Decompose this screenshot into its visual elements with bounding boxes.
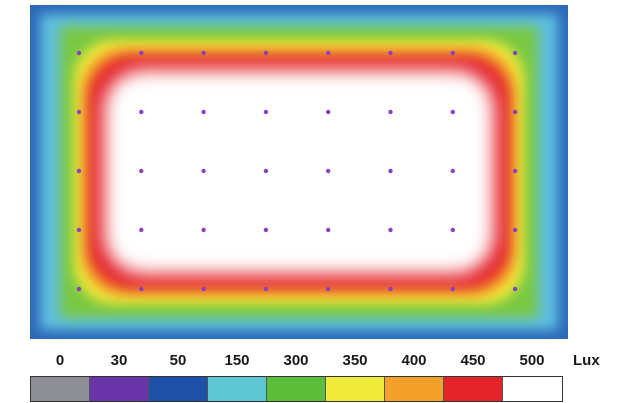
light-fixture-dot (512, 109, 518, 115)
light-fixture-dot (139, 50, 144, 56)
light-fixture-dot (76, 227, 82, 233)
light-fixture-dot (263, 286, 269, 292)
light-fixture-dot (388, 227, 393, 233)
legend-swatch (208, 377, 267, 401)
light-fixture-dot (388, 109, 393, 115)
legend-value: 150 (224, 352, 250, 369)
legend-bar (30, 376, 563, 402)
light-fixture-dot (326, 109, 331, 115)
light-fixture-dot (263, 168, 269, 174)
legend-swatch (326, 377, 385, 401)
light-fixture-dot (139, 109, 144, 115)
light-fixture-dot (388, 50, 393, 56)
light-fixture-dot (263, 109, 269, 115)
legend-value: 30 (110, 352, 128, 369)
legend-swatch (31, 377, 90, 401)
legend-value: 500 (519, 352, 545, 369)
legend-value: 350 (342, 352, 368, 369)
light-fixture-dot (512, 168, 518, 174)
legend-value: 400 (401, 352, 427, 369)
legend-value: 0 (55, 352, 65, 369)
legend-swatch (90, 377, 149, 401)
light-fixture-dot (326, 168, 331, 174)
legend-swatch (385, 377, 444, 401)
legend-swatch (149, 377, 208, 401)
light-fixture-dot (76, 168, 82, 174)
light-fixture-dot (388, 286, 393, 292)
light-fixture-dot (388, 168, 393, 174)
light-fixture-dot (139, 286, 144, 292)
light-fixture-dot (76, 286, 82, 292)
light-fixture-dot (450, 50, 455, 56)
legend-value: 300 (283, 352, 309, 369)
light-fixture-dot (326, 50, 331, 56)
light-fixture-dot (450, 168, 455, 174)
illuminance-map (30, 5, 568, 339)
legend-swatch (444, 377, 503, 401)
legend-value: 50 (169, 352, 187, 369)
light-fixture-dot (201, 50, 206, 56)
light-fixture-dot (512, 227, 518, 233)
light-fixture-dot (201, 168, 206, 174)
legend-labels: 0 30 50 150 300 350 400 450 500 (30, 352, 620, 372)
light-fixture-dot (76, 50, 82, 56)
light-fixture-dot (512, 286, 518, 292)
light-fixture-dot (263, 50, 269, 56)
legend-value: 450 (460, 352, 486, 369)
zone-core (104, 70, 494, 274)
light-fixture-dot (512, 50, 518, 56)
light-fixture-dot (201, 227, 206, 233)
light-fixture-dot (201, 109, 206, 115)
light-fixture-dot (139, 227, 144, 233)
light-fixture-dot (450, 109, 455, 115)
legend-swatch (267, 377, 326, 401)
light-fixture-dot (201, 286, 206, 292)
light-fixture-dot (450, 286, 455, 292)
light-fixture-dot (450, 227, 455, 233)
legend-swatch (503, 377, 562, 401)
light-fixture-dot (139, 168, 144, 174)
light-fixture-dot (326, 227, 331, 233)
legend-unit: Lux (573, 352, 600, 369)
light-fixture-dot (76, 109, 82, 115)
light-fixture-dot (263, 227, 269, 233)
light-fixture-dot (326, 286, 331, 292)
fixture-grid (76, 50, 518, 292)
